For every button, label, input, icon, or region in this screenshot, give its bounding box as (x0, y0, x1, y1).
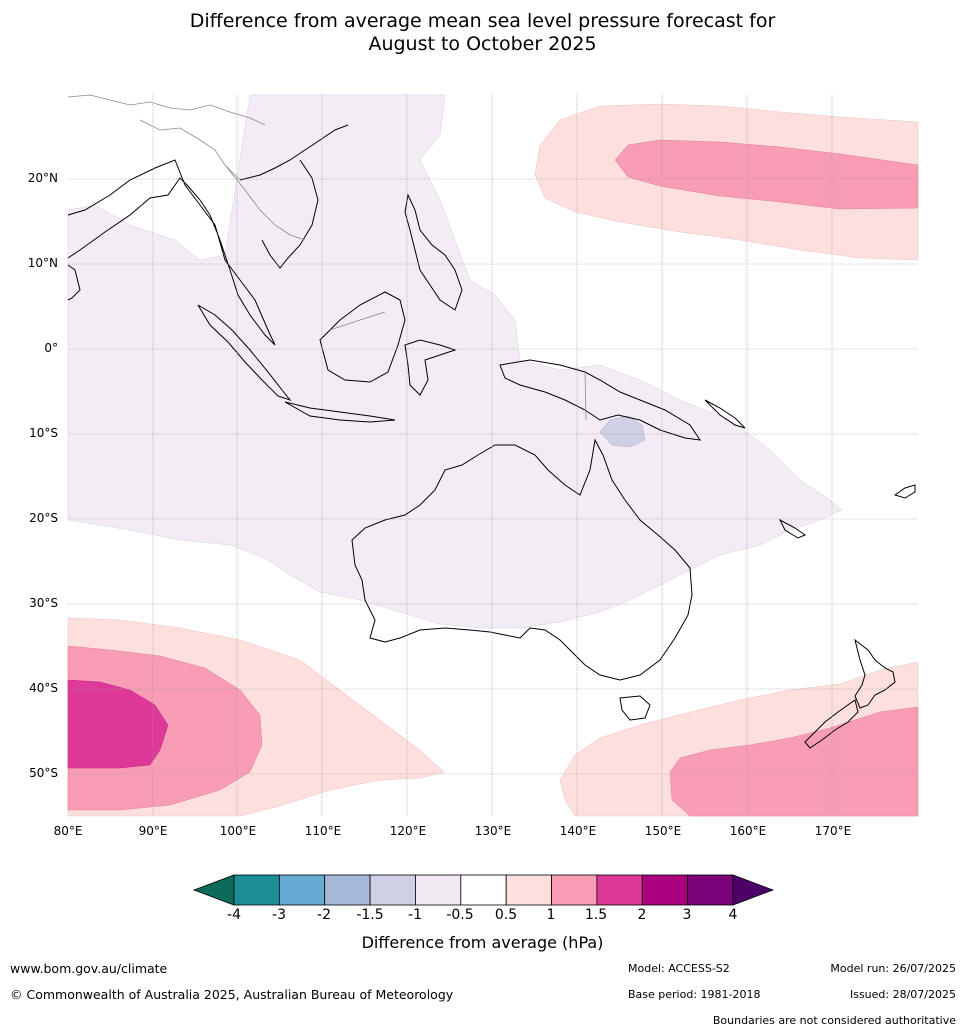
cbar-tick: 1.5 (584, 907, 608, 923)
colorbar-swatch (369, 874, 416, 906)
lon-label-170E: 170°E (814, 824, 852, 838)
anomaly-positive-2-indian (67, 679, 169, 769)
lon-label-160E: 160°E (729, 824, 767, 838)
lat-label-0: 0° (44, 341, 58, 355)
base-period-text: Base period: 1981-2018 (628, 988, 761, 1001)
colorbar-label: Difference from average (hPa) (361, 933, 604, 952)
lon-label-140E: 140°E (559, 824, 597, 838)
model-text: Model: ACCESS-S2 (628, 962, 730, 975)
lon-label-100E: 100°E (219, 824, 257, 838)
colorbar-swatch (233, 874, 280, 906)
colorbar (192, 874, 775, 906)
lon-label-120E: 120°E (389, 824, 427, 838)
anomaly-positive-1.5-tasman (669, 706, 919, 817)
lat-label-40S: 40°S (29, 681, 58, 695)
lon-label-130E: 130°E (474, 824, 512, 838)
colorbar-swatch (641, 874, 689, 906)
anomaly-negative-0.5-region (67, 94, 843, 629)
cbar-tick: -1.5 (356, 907, 384, 923)
cbar-tick: -2 (317, 907, 331, 923)
cbar-tick: 1 (546, 907, 556, 923)
lat-label-20N: 20°N (27, 171, 58, 185)
issued-text: Issued: 28/07/2025 (849, 988, 956, 1001)
colorbar-swatch (551, 874, 598, 906)
website-link[interactable]: www.bom.gov.au/climate (10, 961, 168, 976)
lon-label-90E: 90°E (138, 824, 168, 838)
colorbar-swatch (324, 874, 371, 906)
cbar-tick: -1 (408, 907, 422, 923)
colorbar-swatch (505, 874, 552, 906)
map-title: Difference from average mean sea level p… (0, 10, 965, 56)
cbar-tick: 4 (728, 907, 738, 923)
copyright-text: © Commonwealth of Australia 2025, Austra… (10, 987, 454, 1002)
lat-label-10N: 10°N (27, 256, 58, 270)
lat-label-30S: 30°S (29, 596, 58, 610)
cbar-tick: 0.5 (494, 907, 518, 923)
gridlines (68, 94, 918, 816)
cbar-tick: 3 (682, 907, 692, 923)
cbar-tick: 2 (637, 907, 647, 923)
colorbar-swatch (687, 874, 734, 906)
colorbar-swatch (596, 874, 643, 906)
cbar-tick: -0.5 (446, 907, 474, 923)
anomaly-positive-1.5-nwpacific (614, 139, 919, 210)
lat-label-10S: 10°S (29, 426, 58, 440)
colorbar-over-arrow (732, 874, 775, 906)
colorbar-swatch (460, 874, 507, 906)
lon-label-150E: 150°E (644, 824, 682, 838)
country-borders (67, 94, 587, 421)
colorbar-under-arrow (192, 874, 235, 906)
disclaimer-text: Boundaries are not considered authoritat… (712, 1014, 956, 1027)
title-line-2: August to October 2025 (368, 33, 597, 55)
lat-label-20S: 20°S (29, 511, 58, 525)
lon-label-80E: 80°E (53, 824, 83, 838)
cbar-tick: -3 (272, 907, 286, 923)
coastlines (67, 124, 916, 749)
lat-label-50S: 50°S (29, 766, 58, 780)
model-run-text: Model run: 26/07/2025 (830, 962, 956, 975)
anomaly-negative-1-region (599, 415, 646, 448)
colorbar-swatch (278, 874, 326, 906)
lon-label-110E: 110°E (304, 824, 342, 838)
colorbar-swatch (415, 874, 462, 906)
title-line-1: Difference from average mean sea level p… (189, 10, 776, 32)
cbar-tick: -4 (227, 907, 241, 923)
